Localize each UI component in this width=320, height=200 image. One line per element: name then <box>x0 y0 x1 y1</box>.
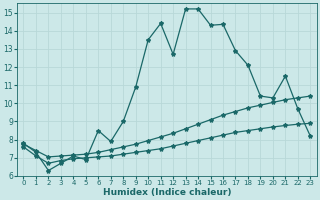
X-axis label: Humidex (Indice chaleur): Humidex (Indice chaleur) <box>103 188 231 197</box>
